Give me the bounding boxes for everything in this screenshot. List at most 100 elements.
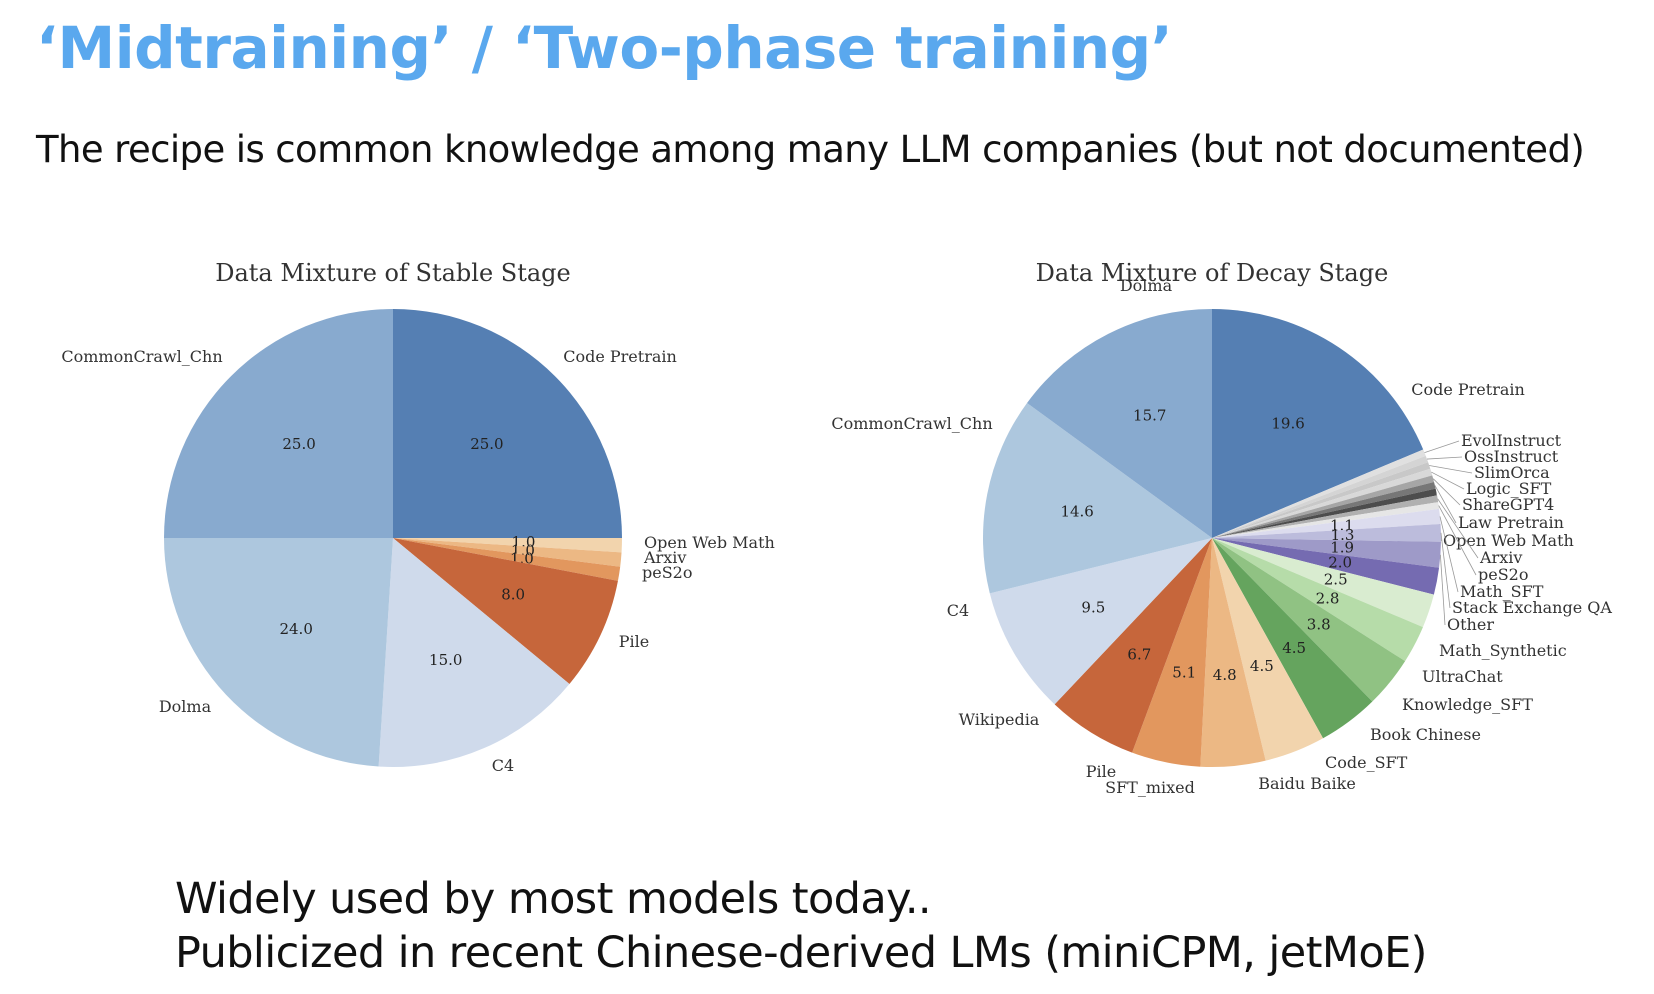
- value-label-commoncrawl-chn: 25.0: [282, 435, 315, 453]
- pie-slice-ossinstruct: [1212, 455, 1429, 538]
- chart-title: Data Mixture of Decay Stage: [1036, 259, 1389, 287]
- value-label-ultrachat: 2.5: [1324, 571, 1348, 589]
- category-label-code-sft: Code_SFT: [1325, 753, 1408, 772]
- category-label-book-chinese: Book Chinese: [1370, 725, 1481, 744]
- category-label-math-sft: Math_SFT: [1460, 582, 1544, 601]
- leader-line-slimorca: [1429, 465, 1473, 474]
- value-label-other: 1.9: [1330, 539, 1354, 557]
- category-label-ossinstruct: OssInstruct: [1464, 447, 1559, 466]
- pie-slice-code-sft: [1212, 538, 1373, 739]
- pie-slice-c4: [378, 538, 570, 767]
- category-label-sft-mixed: SFT_mixed: [1105, 778, 1195, 797]
- category-label-arxiv: Arxiv: [1479, 548, 1522, 567]
- category-label-dolma: Dolma: [159, 697, 212, 716]
- pie-slice-open-web-math: [1212, 488, 1438, 538]
- value-label-stack-exchange-qa: 1.3: [1331, 526, 1355, 544]
- pie-slice-other: [1212, 538, 1441, 568]
- pie-slice-commoncrawl-chn: [983, 403, 1212, 594]
- category-label-code-pretrain: Code Pretrain: [563, 347, 677, 366]
- category-label-ultrachat: UltraChat: [1422, 667, 1503, 686]
- pie-slice-sharegpt4: [1212, 475, 1435, 538]
- value-label-sft-mixed: 4.8: [1213, 666, 1237, 684]
- pie-slice-sft-mixed: [1200, 538, 1266, 767]
- pie-slice-slimorca: [1212, 462, 1431, 538]
- category-label-sharegpt4: ShareGPT4: [1462, 495, 1554, 514]
- chart-title: Data Mixture of Stable Stage: [215, 259, 571, 287]
- value-label-commoncrawl-chn: 14.6: [1060, 503, 1093, 521]
- pie-slice-baidu-baike: [1212, 538, 1324, 761]
- leader-line-law-pretrain: [1434, 485, 1457, 524]
- leader-line-other: [1439, 554, 1446, 626]
- category-label-evolinstruct: EvolInstruct: [1461, 431, 1562, 450]
- pie-slice-law-pretrain: [1212, 481, 1436, 538]
- value-label-pile: 8.0: [501, 586, 525, 604]
- value-label-code-pretrain: 25.0: [470, 435, 503, 453]
- pie-slice-pes2o: [1212, 502, 1440, 538]
- value-label-wikipedia: 6.7: [1127, 646, 1151, 664]
- value-label-pile: 5.1: [1172, 664, 1196, 682]
- category-label-open-web-math: Open Web Math: [644, 533, 775, 552]
- pie-slice-wikipedia: [1054, 538, 1212, 753]
- pie-slice-code-pretrain: [1212, 309, 1424, 538]
- pie-slice-math-sft: [1212, 508, 1441, 538]
- leader-line-stack-exchange-qa: [1440, 532, 1451, 609]
- pie-slice-c4: [989, 538, 1212, 705]
- pie-chart-1: Data Mixture of Stable Stage 25.0 Code Pre…: [61, 259, 774, 775]
- leader-line-ossinstruct: [1426, 456, 1463, 460]
- slide-title: ‘Midtraining’ / ‘Two-phase training’: [36, 14, 1173, 82]
- category-label-other: Other: [1447, 615, 1494, 634]
- footnote-line-1: Widely used by most models today..: [175, 874, 932, 924]
- pie-slice-stack-exchange-qa: [1212, 523, 1442, 542]
- value-label-math-synthetic: 2.0: [1328, 554, 1352, 572]
- pie-slice-book-chinese: [1212, 538, 1406, 702]
- category-label-math-synthetic: Math_Synthetic: [1439, 641, 1567, 660]
- footnote-line-2: Publicized in recent Chinese-derived LMs…: [175, 928, 1427, 978]
- slide-subtitle: The recipe is common knowledge among man…: [36, 128, 1585, 171]
- category-label-pile: Pile: [1086, 762, 1116, 781]
- category-label-open-web-math: Open Web Math: [1443, 531, 1574, 550]
- pie-slice-arxiv: [393, 538, 622, 567]
- value-label-baidu-baike: 4.5: [1250, 657, 1274, 675]
- leader-line-math-sft: [1439, 516, 1459, 593]
- leader-line-sharegpt4: [1432, 478, 1461, 506]
- pie-slice-pes2o: [393, 538, 621, 581]
- category-label-c4: C4: [947, 601, 969, 620]
- pie-slice-logic-sft: [1212, 468, 1433, 538]
- category-label-baidu-baike: Baidu Baike: [1258, 774, 1356, 793]
- pie-slice-knowledge-sft: [1212, 538, 1423, 662]
- leader-line-logic-sft: [1431, 471, 1465, 490]
- pie-slice-arxiv: [1212, 495, 1439, 538]
- pie-slice-commoncrawl-chn: [164, 309, 393, 538]
- category-label-stack-exchange-qa: Stack Exchange QA: [1452, 598, 1612, 617]
- category-label-commoncrawl-chn: CommonCrawl_Chn: [61, 347, 222, 366]
- value-label-c4: 15.0: [429, 651, 462, 669]
- leader-line-pes2o: [1438, 505, 1477, 576]
- category-label-wikipedia: Wikipedia: [959, 710, 1040, 729]
- category-label-code-pretrain: Code Pretrain: [1411, 380, 1525, 399]
- pie-slice-ultrachat: [1212, 538, 1434, 628]
- leader-line-evolinstruct: [1424, 440, 1460, 454]
- pie-slice-evolinstruct: [1212, 449, 1426, 538]
- value-label-dolma: 15.7: [1133, 407, 1166, 425]
- category-label-c4: C4: [492, 756, 514, 775]
- pie-slice-code-pretrain: [393, 309, 622, 538]
- value-label-c4: 9.5: [1081, 598, 1105, 616]
- pie-slice-dolma: [164, 538, 393, 767]
- category-label-logic-sft: Logic_SFT: [1466, 479, 1552, 498]
- value-label-code-pretrain: 19.6: [1271, 415, 1304, 433]
- pie-chart-2: Data Mixture of Decay Stage 19.6 Code Pret…: [831, 259, 1612, 797]
- pie-slice-math-synthetic: [1212, 538, 1440, 595]
- pie-slice-pile: [393, 538, 618, 684]
- category-label-pes2o: peS2o: [642, 563, 692, 582]
- category-label-slimorca: SlimOrca: [1474, 463, 1550, 482]
- value-label-dolma: 24.0: [279, 620, 312, 638]
- category-label-knowledge-sft: Knowledge_SFT: [1402, 695, 1533, 714]
- category-label-commoncrawl-chn: CommonCrawl_Chn: [831, 414, 992, 433]
- category-label-dolma: Dolma: [1120, 276, 1173, 295]
- category-label-pile: Pile: [619, 632, 649, 651]
- leader-line-arxiv: [1437, 498, 1479, 559]
- pie-slice-pile: [1132, 538, 1212, 767]
- pie-slice-open-web-math: [393, 538, 622, 553]
- value-label-knowledge-sft: 2.8: [1316, 590, 1340, 608]
